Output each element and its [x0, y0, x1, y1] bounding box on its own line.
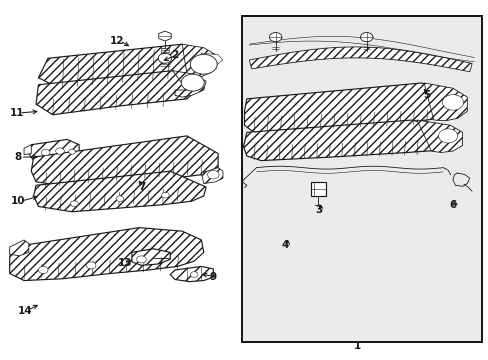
- Bar: [242, 16, 481, 342]
- Circle shape: [86, 262, 96, 269]
- Circle shape: [161, 192, 169, 198]
- Circle shape: [269, 32, 281, 42]
- Circle shape: [207, 171, 219, 179]
- Circle shape: [70, 201, 78, 207]
- Polygon shape: [416, 120, 462, 153]
- Text: 13: 13: [117, 258, 132, 268]
- Polygon shape: [132, 249, 170, 265]
- Circle shape: [360, 32, 372, 42]
- Polygon shape: [29, 139, 79, 163]
- Circle shape: [116, 196, 123, 202]
- Circle shape: [438, 129, 457, 143]
- Polygon shape: [10, 240, 29, 256]
- Polygon shape: [10, 228, 203, 280]
- Text: 10: 10: [11, 196, 25, 206]
- Text: 14: 14: [18, 306, 32, 315]
- Bar: [310, 183, 325, 196]
- Polygon shape: [182, 44, 218, 78]
- Circle shape: [158, 53, 171, 63]
- Polygon shape: [424, 83, 467, 121]
- Circle shape: [181, 74, 204, 91]
- Text: 7: 7: [138, 182, 145, 192]
- Polygon shape: [249, 47, 471, 72]
- Text: 3: 3: [314, 205, 322, 215]
- Polygon shape: [31, 136, 218, 189]
- Polygon shape: [172, 71, 206, 97]
- Circle shape: [190, 272, 198, 277]
- Text: 2: 2: [171, 50, 178, 60]
- Polygon shape: [243, 120, 452, 161]
- Text: 8: 8: [15, 152, 22, 162]
- Circle shape: [136, 256, 146, 263]
- Text: 12: 12: [110, 36, 124, 46]
- Polygon shape: [244, 83, 462, 132]
- Text: 9: 9: [209, 272, 217, 282]
- Text: 1: 1: [353, 341, 360, 351]
- Polygon shape: [159, 31, 171, 41]
- Circle shape: [39, 266, 48, 274]
- Text: 6: 6: [448, 200, 456, 210]
- Polygon shape: [24, 145, 31, 154]
- Polygon shape: [34, 171, 206, 212]
- Polygon shape: [170, 266, 213, 282]
- Circle shape: [41, 149, 50, 156]
- Polygon shape: [39, 44, 203, 90]
- Circle shape: [68, 149, 75, 154]
- Text: 5: 5: [422, 90, 429, 100]
- Polygon shape: [36, 71, 196, 115]
- Circle shape: [56, 148, 64, 154]
- Text: 11: 11: [10, 108, 24, 118]
- Text: 4: 4: [281, 240, 288, 250]
- Polygon shape: [201, 53, 223, 66]
- Circle shape: [190, 54, 217, 74]
- Circle shape: [442, 95, 463, 110]
- Polygon shape: [201, 168, 223, 184]
